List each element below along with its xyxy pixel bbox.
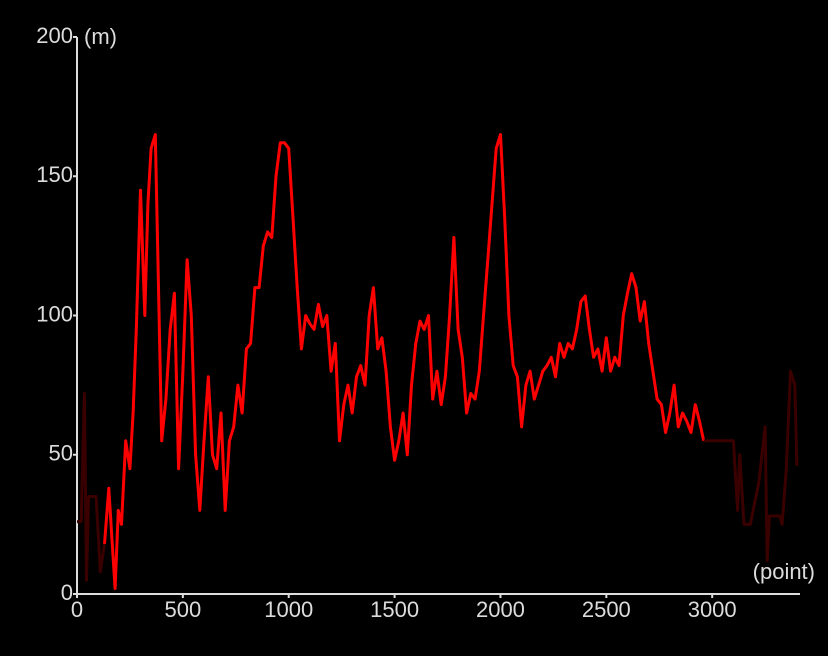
- x-tick-label: 2000: [476, 597, 525, 622]
- x-tick-label: 3000: [688, 597, 737, 622]
- elevation-line: [103, 133, 706, 590]
- x-tick-label: 500: [165, 597, 202, 622]
- x-axis-label: (point): [753, 559, 815, 584]
- y-tick-label: 50: [49, 441, 73, 466]
- y-tick-label: 150: [36, 162, 73, 187]
- x-tick-label: 2500: [582, 597, 631, 622]
- elevation-line: [703, 369, 799, 563]
- x-tick-label: 1500: [370, 597, 419, 622]
- y-axis-label: (m): [84, 24, 117, 49]
- y-tick-label: 0: [61, 580, 73, 605]
- x-tick-label: 1000: [264, 597, 313, 622]
- x-tick-label: 0: [71, 597, 83, 622]
- elevation-line: [77, 392, 106, 582]
- y-tick-label: 100: [36, 301, 73, 326]
- y-tick-label: 200: [36, 23, 73, 48]
